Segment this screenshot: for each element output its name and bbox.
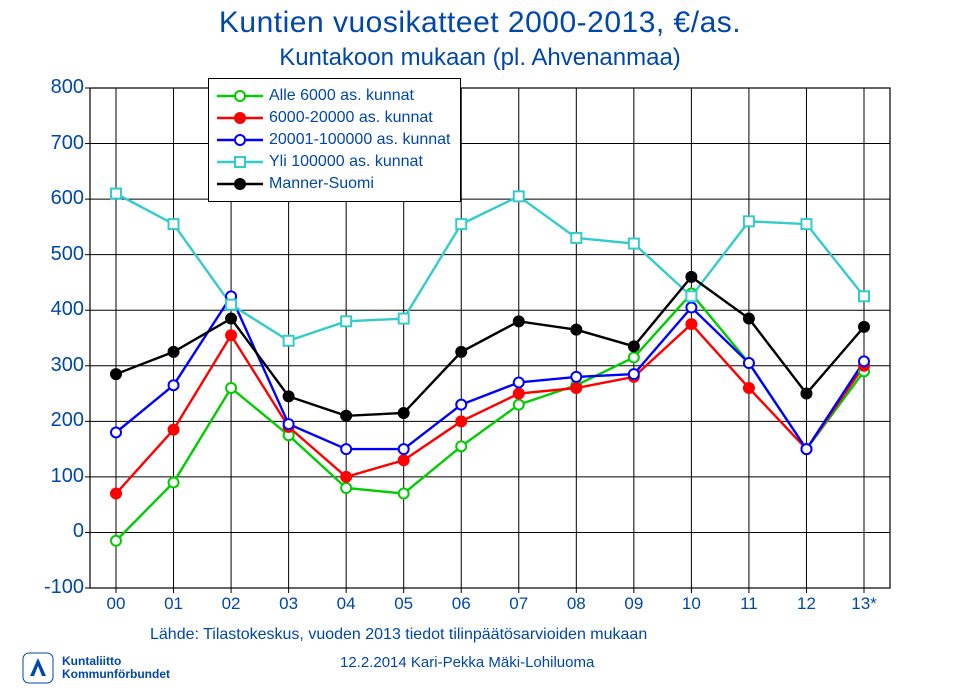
chart-title: Kuntien vuosikatteet 2000-2013, €/as. <box>0 6 960 40</box>
logo-text-2: Kommunförbundet <box>62 668 170 681</box>
y-tick-label: 100 <box>14 465 84 488</box>
legend-item: Yli 100000 as. kunnat <box>217 151 450 173</box>
x-tick-label: 09 <box>614 594 654 614</box>
x-tick-label: 10 <box>671 594 711 614</box>
y-tick-label: 800 <box>14 76 84 99</box>
x-tick-label: 11 <box>729 594 769 614</box>
legend-label: Manner-Suomi <box>269 175 374 193</box>
source-text: Lähde: Tilastokeskus, vuoden 2013 tiedot… <box>150 626 647 644</box>
y-tick-label: 500 <box>14 243 84 266</box>
legend-label: 6000-20000 as. kunnat <box>269 109 433 127</box>
x-tick-label: 08 <box>556 594 596 614</box>
x-tick-label: 05 <box>384 594 424 614</box>
x-tick-label: 02 <box>211 594 251 614</box>
legend-item: 6000-20000 as. kunnat <box>217 107 450 129</box>
y-tick-label: 700 <box>14 132 84 155</box>
y-tick-label: 300 <box>14 354 84 377</box>
x-tick-label: 04 <box>326 594 366 614</box>
y-tick-label: 400 <box>14 298 84 321</box>
x-tick-label: 13* <box>844 594 884 614</box>
y-tick-label: -100 <box>14 576 84 599</box>
legend-item: Manner-Suomi <box>217 173 450 195</box>
legend-item: 20001-100000 as. kunnat <box>217 129 450 151</box>
y-tick-label: 0 <box>14 520 84 543</box>
y-tick-label: 200 <box>14 409 84 432</box>
legend-label: Yli 100000 as. kunnat <box>269 153 423 171</box>
x-tick-label: 01 <box>154 594 194 614</box>
plot-svg <box>84 86 896 596</box>
legend: Alle 6000 as. kunnat 6000-20000 as. kunna… <box>208 78 461 202</box>
logo: Kuntaliitto Kommunförbundet <box>20 650 170 686</box>
legend-label: 20001-100000 as. kunnat <box>269 131 450 149</box>
legend-label: Alle 6000 as. kunnat <box>269 87 414 105</box>
date-line: 12.2.2014 Kari-Pekka Mäki-Lohiluoma <box>340 654 594 671</box>
chart-subtitle: Kuntakoon mukaan (pl. Ahvenanmaa) <box>0 44 960 72</box>
y-tick-label: 600 <box>14 187 84 210</box>
x-tick-label: 12 <box>786 594 826 614</box>
x-tick-label: 06 <box>441 594 481 614</box>
x-tick-label: 00 <box>96 594 136 614</box>
x-tick-label: 03 <box>269 594 309 614</box>
x-tick-label: 07 <box>499 594 539 614</box>
legend-item: Alle 6000 as. kunnat <box>217 85 450 107</box>
logo-icon <box>20 650 56 686</box>
chart-container: Kuntien vuosikatteet 2000-2013, €/as. Ku… <box>0 0 960 698</box>
